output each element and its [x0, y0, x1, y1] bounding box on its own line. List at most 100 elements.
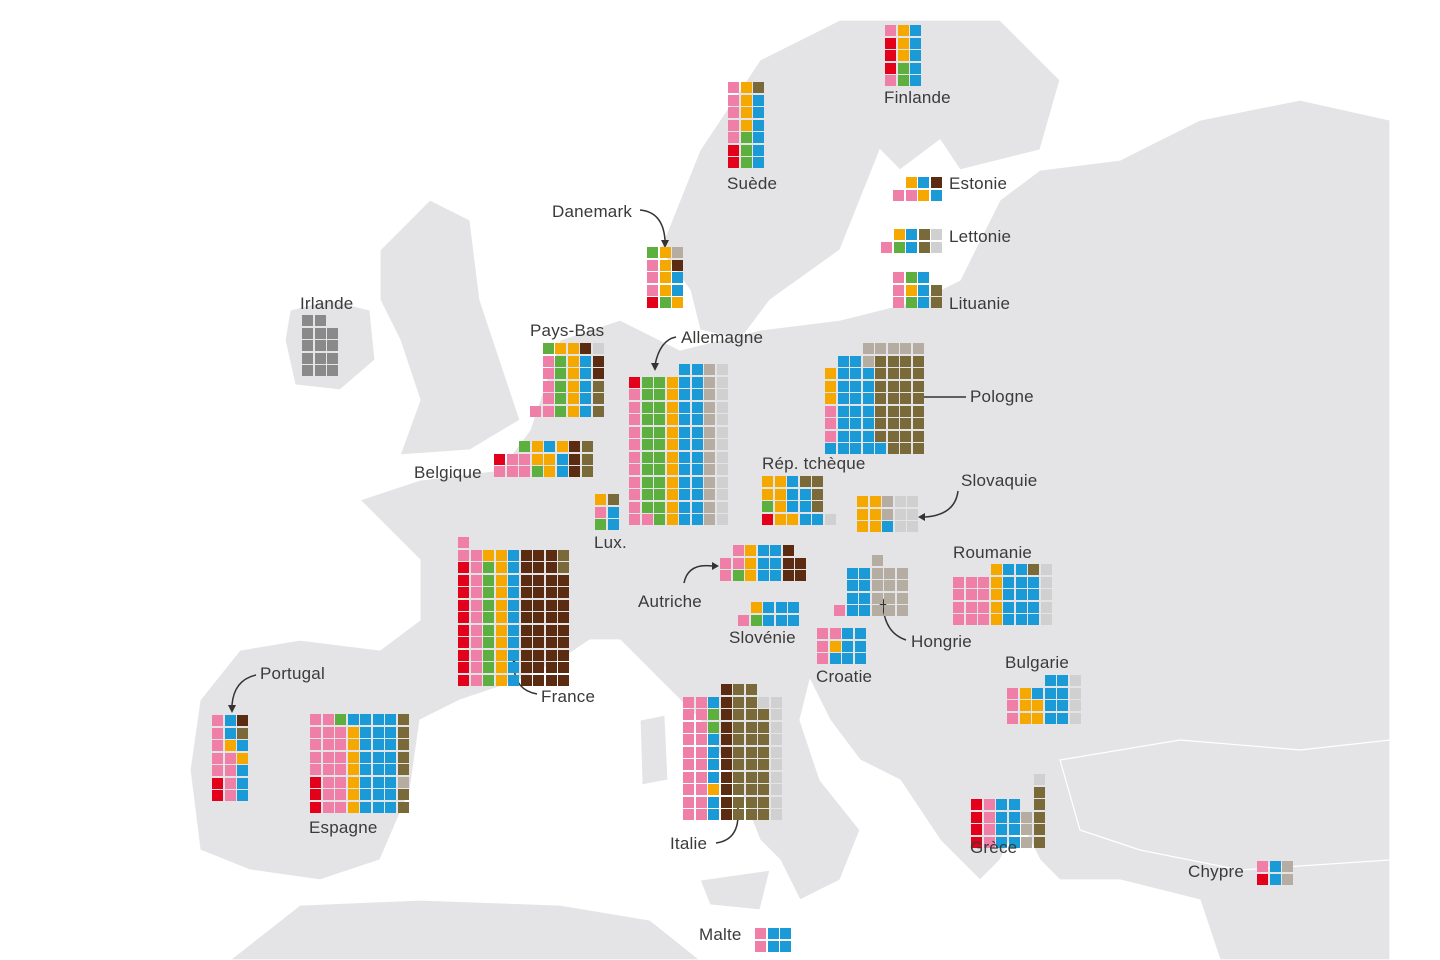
seat-ecr [733, 684, 744, 695]
seat-greens [654, 476, 665, 488]
seat-liberals [990, 564, 1002, 575]
seat-non_attached [896, 592, 908, 604]
label-malte: Malte [699, 925, 742, 944]
seat-ecr [733, 809, 744, 820]
seat-epp [708, 746, 719, 758]
seat-greens [483, 562, 494, 573]
seat-far_left [310, 801, 321, 813]
seat-epp [837, 368, 849, 379]
seat-far_right [720, 809, 732, 820]
seat-liberals [745, 570, 756, 581]
seat-non_attached [704, 476, 715, 488]
seat-far_right [569, 441, 580, 452]
seat-far_right [520, 674, 532, 686]
seat-social_democrats [212, 752, 223, 764]
seat-non_attached [884, 592, 895, 604]
seat-liberals [347, 764, 359, 775]
seat-far_right [545, 562, 557, 573]
seat-epp [1057, 700, 1068, 711]
seat-social_democrats [817, 628, 828, 639]
seat-far_left [647, 297, 658, 308]
seat-epp [753, 119, 764, 131]
seat-far_left [971, 811, 982, 823]
seat-epp [372, 751, 384, 763]
seat-greens [595, 519, 606, 530]
seat-social_democrats [1007, 687, 1018, 699]
seat-other [758, 696, 769, 708]
seat-other [592, 343, 604, 354]
seat-epp [1044, 712, 1056, 724]
seat-ecr [733, 709, 744, 720]
seat-ecr [733, 734, 744, 745]
seat-other [770, 809, 782, 820]
seat-ecr [733, 759, 744, 770]
seat-epp [850, 380, 861, 392]
seat-social_democrats [1257, 861, 1268, 872]
seat-ecr [592, 405, 604, 417]
seat-liberals [745, 557, 756, 569]
seat-far_left [885, 50, 896, 61]
seat-epp [825, 443, 836, 454]
seat-social_democrats [953, 576, 964, 588]
seat-epp [385, 789, 396, 800]
seat-epp [996, 836, 1007, 848]
seat-ecr [745, 709, 757, 720]
seat-social_democrats [965, 601, 977, 613]
seat-epp [679, 389, 690, 400]
seat-social_democrats [978, 576, 989, 588]
seat-greens [654, 501, 665, 513]
seat-non_attached [1021, 811, 1032, 823]
seat-social_democrats [335, 739, 346, 750]
seat-epp [556, 453, 568, 465]
seat-social_democrats [695, 746, 707, 758]
seat-ecr [733, 796, 744, 808]
seat-social_democrats [983, 836, 995, 848]
seat-social_democrats [224, 777, 236, 789]
land-sardinia [639, 714, 669, 786]
label-rep-tcheque: Rép. tchèque [762, 454, 866, 473]
seat-social_democrats [470, 637, 482, 648]
seat-epp [882, 521, 893, 532]
seat-ecr [887, 430, 899, 442]
seat-other [716, 514, 728, 525]
seat-non_attached [704, 451, 715, 463]
seat-epp [360, 739, 371, 750]
seat-ecr [812, 488, 823, 500]
seat-far_left [458, 649, 469, 661]
seat-epp [862, 430, 874, 442]
seat-far_left [458, 574, 469, 586]
seat-ecr [912, 443, 924, 454]
seat-liberals [918, 189, 929, 201]
seat-epp [854, 640, 866, 652]
label-belgique: Belgique [414, 463, 482, 482]
seat-epp [237, 765, 248, 776]
seat-far_left [212, 790, 223, 801]
seat-non_attached [882, 496, 893, 507]
seat-epp [360, 726, 371, 738]
seat-epp [854, 653, 866, 664]
seat-far_right [545, 587, 557, 598]
seat-social_democrats [629, 389, 640, 400]
land-sicily [699, 869, 771, 911]
seat-social_democrats [683, 784, 694, 795]
seat-social_democrats [695, 721, 707, 733]
label-slovaquie: Slovaquie [961, 471, 1038, 490]
seat-far_right [720, 771, 732, 783]
seat-ecr [912, 418, 924, 429]
seat-other [907, 508, 918, 520]
seat-far_right [720, 734, 732, 745]
seat-epp [850, 368, 861, 379]
seat-epp [580, 393, 591, 404]
seat-greens [483, 624, 494, 636]
seat-greens [641, 464, 653, 475]
seat-far_left [458, 562, 469, 573]
seat-liberals [347, 751, 359, 763]
seat-far_left [458, 599, 469, 611]
seat-epp [859, 605, 870, 616]
seat-liberals [495, 562, 507, 573]
seat-ecr [875, 418, 886, 429]
seat-ecr [875, 368, 886, 379]
seat-epp [770, 557, 781, 569]
seat-far_left [885, 37, 896, 49]
seat-unknown [314, 315, 326, 326]
